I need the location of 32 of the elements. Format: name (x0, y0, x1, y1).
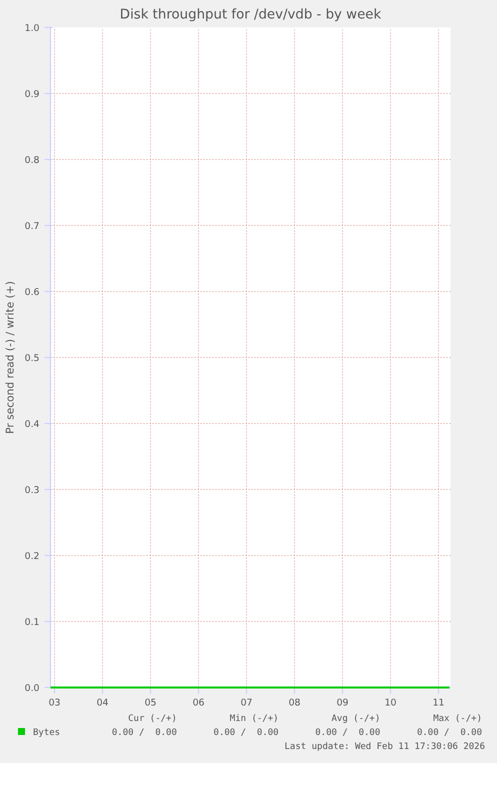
x-tick-label: 10 (384, 698, 396, 708)
text: Max (-/+) (432, 713, 482, 726)
x-tick-label: 04 (96, 698, 108, 708)
chart-title: Disk throughput for /dev/vdb - by week (120, 8, 382, 22)
y-tick-label: 0.9 (24, 89, 40, 100)
y-tick-label: 0.7 (24, 221, 40, 232)
x-tick-label: 05 (144, 698, 156, 708)
text: 0.00 / 0.00 (212, 726, 279, 740)
y-tick-label: 0.0 (24, 683, 40, 694)
y-tick-label: 0.2 (24, 551, 40, 562)
y-tick-label: 0.6 (24, 287, 40, 298)
text: 0.00 / 0.00 (314, 726, 380, 740)
y-tick-label: 1.0 (24, 23, 40, 34)
text: 0.00 / 0.00 (110, 726, 177, 740)
x-tick-label: 09 (336, 698, 348, 708)
legend-label: Bytes (32, 726, 62, 740)
y-tick-label: 0.8 (24, 155, 40, 166)
text: 0.00 / 0.00 (416, 726, 482, 740)
y-tick-label: 0.3 (24, 485, 40, 496)
text: Avg (-/+) (330, 713, 380, 726)
y-tick-label: 0.5 (24, 353, 40, 364)
text: Cur (-/+) (127, 713, 177, 726)
text: Last update: Wed Feb 11 17:30:06 2026 (284, 740, 485, 754)
y-tick-label: 0.4 (24, 419, 40, 430)
y-axis-title: Pr second read (-) / write (+) (4, 281, 17, 434)
x-tick-label: 03 (48, 698, 60, 708)
x-tick-label: 07 (240, 698, 252, 708)
x-tick-label: 06 (192, 698, 204, 708)
x-tick-label: 08 (288, 698, 300, 708)
x-tick-label: 11 (432, 698, 444, 708)
text: Min (-/+) (228, 713, 279, 726)
y-tick-label: 0.1 (24, 617, 40, 628)
